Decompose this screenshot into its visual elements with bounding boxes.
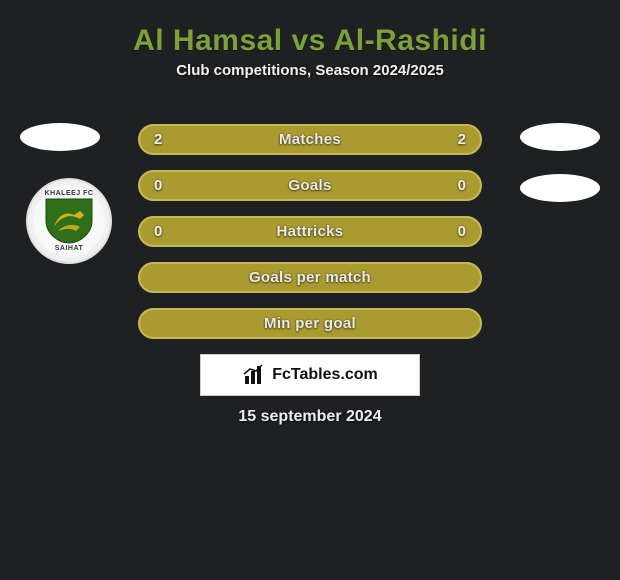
stat-right-value: 0: [458, 172, 466, 199]
stat-row-matches: 2 Matches 2: [138, 124, 482, 155]
brand-card[interactable]: FcTables.com: [200, 354, 420, 396]
stat-left-value: 0: [154, 218, 162, 245]
stat-row-goals-per-match: Goals per match: [138, 262, 482, 293]
stats-container: 2 Matches 2 0 Goals 0 0 Hattricks 0 Goal…: [138, 124, 482, 339]
stat-left-value: 0: [154, 172, 162, 199]
stat-label: Goals per match: [249, 269, 371, 286]
stat-label: Goals: [288, 177, 331, 194]
page-subtitle: Club competitions, Season 2024/2025: [0, 62, 620, 79]
player-left-marker: [20, 123, 100, 151]
shield-icon: [40, 197, 98, 245]
stat-row-goals: 0 Goals 0: [138, 170, 482, 201]
stat-label: Matches: [279, 131, 341, 148]
bar-chart-icon: [242, 364, 266, 386]
page-title: Al Hamsal vs Al-Rashidi: [0, 24, 620, 58]
club-badge-left: KHALEEJ FC SAIHAT: [26, 178, 112, 264]
player-right-marker-2: [520, 174, 600, 202]
generated-date: 15 september 2024: [0, 408, 620, 426]
stat-row-min-per-goal: Min per goal: [138, 308, 482, 339]
player-right-marker-1: [520, 123, 600, 151]
stat-row-hattricks: 0 Hattricks 0: [138, 216, 482, 247]
stat-label: Hattricks: [277, 223, 344, 240]
badge-bottom-text: SAIHAT: [55, 245, 84, 252]
stat-right-value: 2: [458, 126, 466, 153]
brand-text: FcTables.com: [272, 366, 378, 384]
badge-top-text: KHALEEJ FC: [45, 190, 94, 197]
stat-right-value: 0: [458, 218, 466, 245]
stat-left-value: 2: [154, 126, 162, 153]
stat-label: Min per goal: [264, 315, 356, 332]
